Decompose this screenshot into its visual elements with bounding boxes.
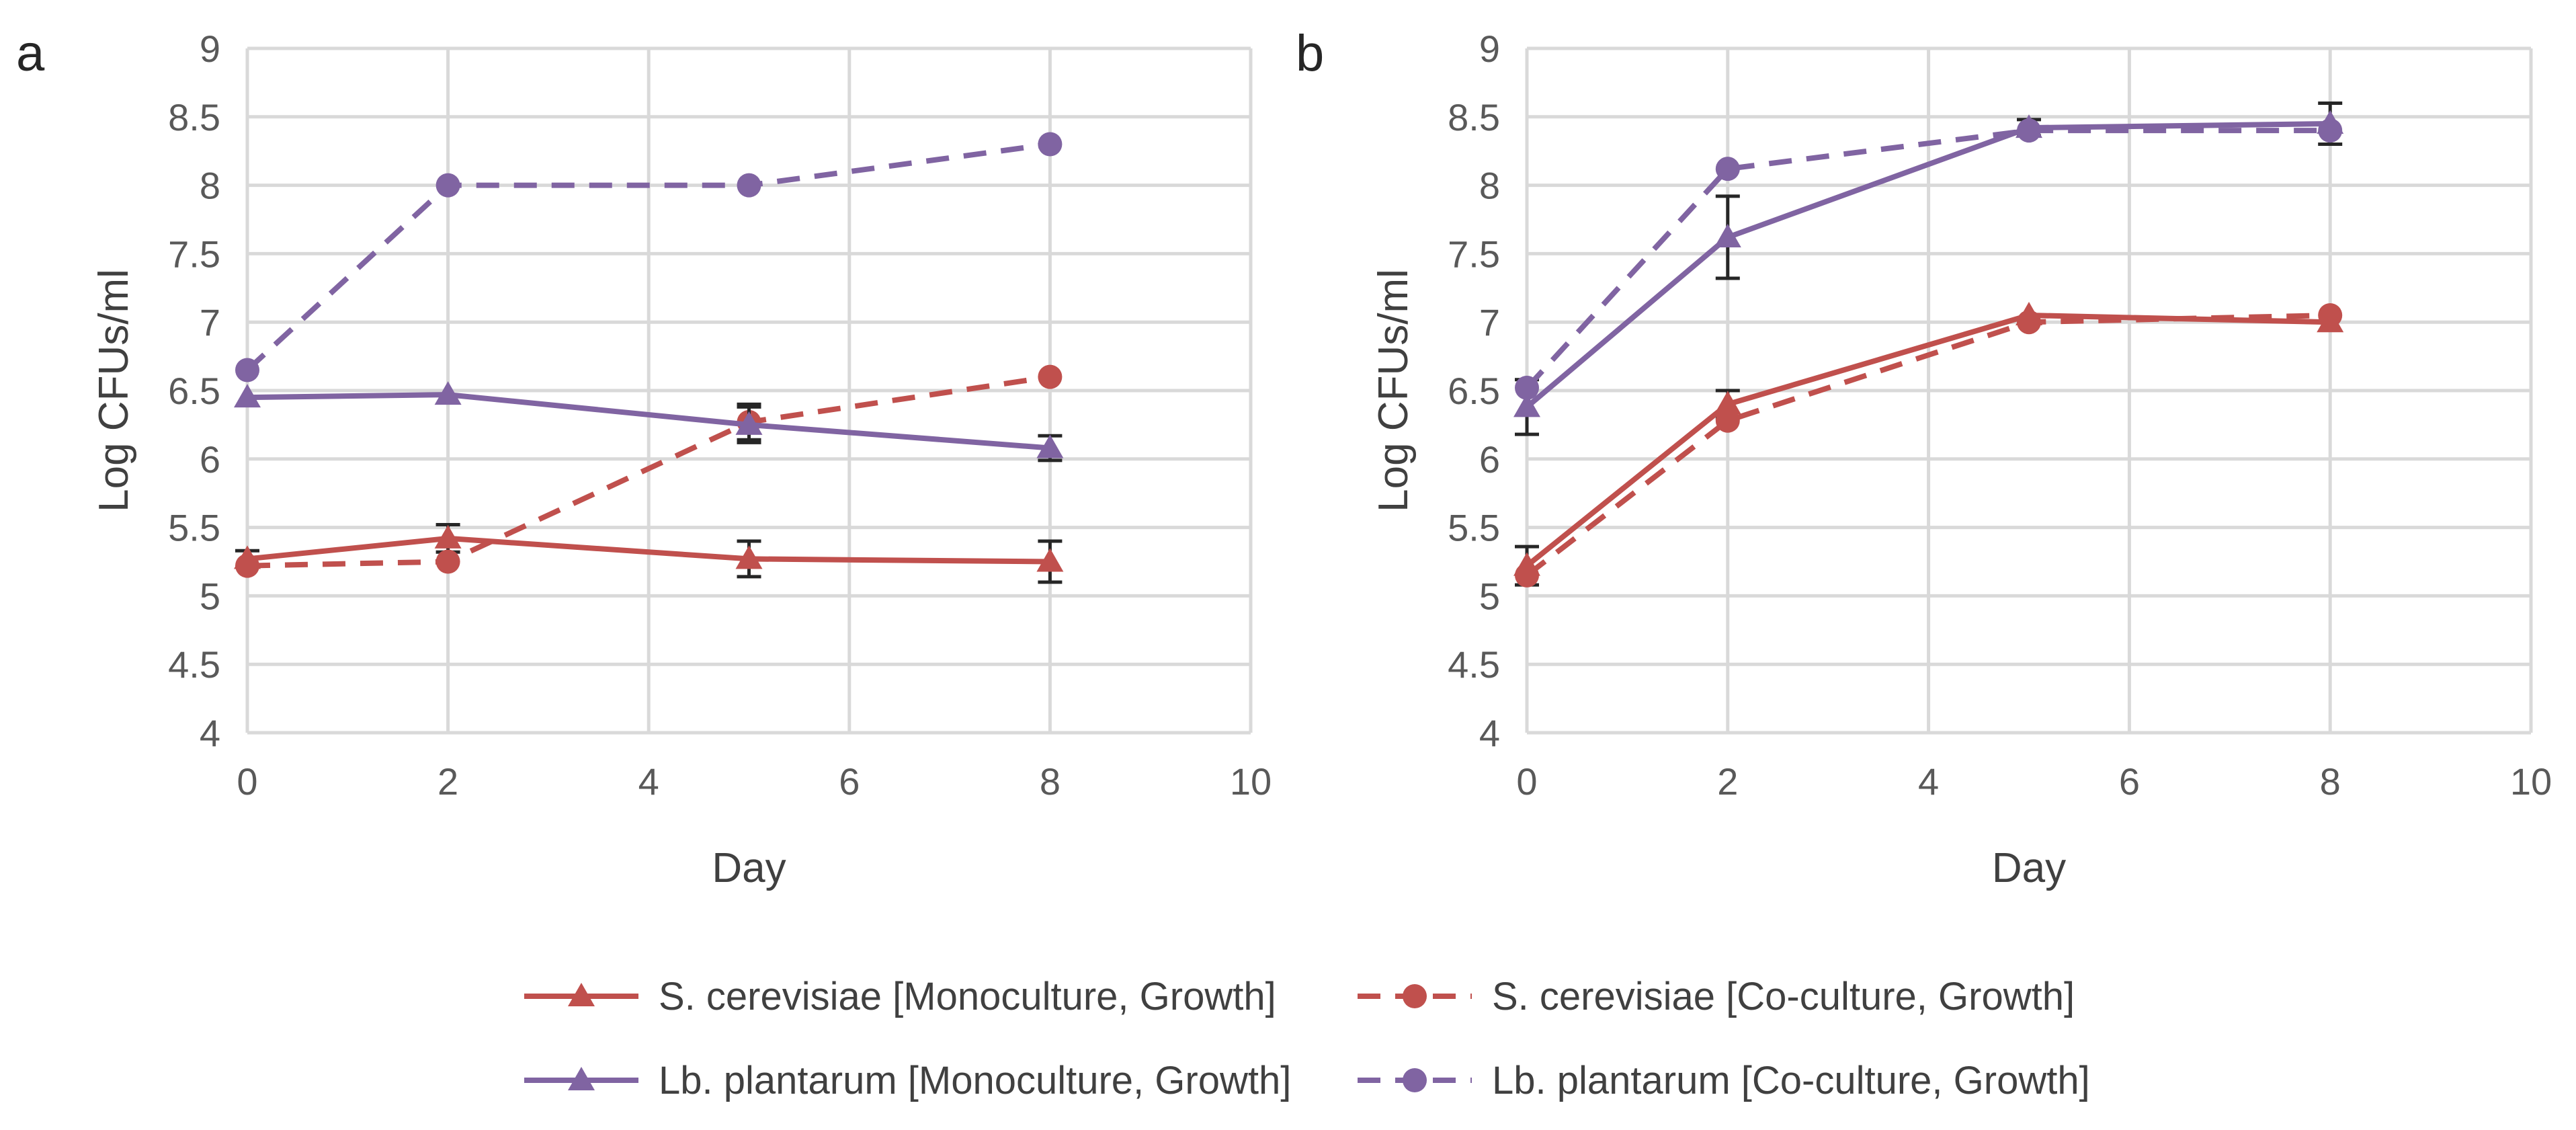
x-tick-label: 4 <box>638 760 659 803</box>
y-tick-label: 5.5 <box>168 507 220 549</box>
series-lb-plantarum-monoculture-growth <box>1513 101 2344 436</box>
x-tick-label: 8 <box>1040 760 1061 803</box>
data-point <box>2318 118 2343 143</box>
data-point <box>1513 393 1540 417</box>
x-tick-label: 10 <box>2510 760 2552 803</box>
series-line <box>1525 120 2331 409</box>
y-tick-label: 6.5 <box>1448 370 1500 412</box>
x-tick-label: 2 <box>438 760 458 803</box>
data-point <box>235 358 259 382</box>
data-point <box>1038 132 1063 157</box>
y-tick-label: 5.5 <box>1448 507 1500 549</box>
legend-marker <box>1403 984 1427 1008</box>
data-point <box>1515 563 1539 588</box>
data-point <box>737 173 761 198</box>
data-point <box>2017 310 2041 335</box>
chart-panel-b: 4 4.5 5 5.5 6 6.5 7 7.5 8 8.5 9 0 2 4 6 8 10 Day Log CFUs/… <box>1370 28 2552 891</box>
data-point <box>434 381 462 405</box>
y-tick-label: 5 <box>200 575 220 617</box>
y-tick-label: 6.5 <box>168 370 220 412</box>
data-point <box>1714 391 1741 415</box>
y-tick-label: 7 <box>1479 301 1500 344</box>
legend-item-lb-plantarum-co-culture-growth: Lb. plantarum [Co-culture, Growth] <box>1358 1059 2090 1102</box>
series-line <box>1525 313 2331 578</box>
y-tick-label: 7 <box>200 301 220 344</box>
chart-panel-a: 4 4.5 5 5.5 6 6.5 7 7.5 8 8.5 9 0 2 4 6 8 10 Day Log CFUs/… <box>91 28 1272 891</box>
y-tick-label: 5 <box>1479 575 1500 617</box>
y-tick-label: 6 <box>200 438 220 481</box>
legend: S. cerevisiae [Monoculture, Growth] S. ce… <box>524 975 2090 1102</box>
x-tick-label: 0 <box>1516 760 1537 803</box>
data-point <box>234 384 261 408</box>
legend-marker <box>568 1067 595 1090</box>
x-tick-label: 2 <box>1717 760 1738 803</box>
data-point <box>1038 364 1063 389</box>
y-tick-label: 9 <box>1479 28 1500 70</box>
legend-item-s-cerevisiae-co-culture-growth: S. cerevisiae [Co-culture, Growth] <box>1358 975 2075 1018</box>
data-point <box>1715 408 1740 433</box>
data-point <box>735 545 763 569</box>
series-line <box>247 535 1050 565</box>
y-tick-label: 8 <box>200 165 220 207</box>
data-point <box>434 524 462 549</box>
data-point <box>235 553 259 578</box>
series-lb-plantarum-monoculture-growth <box>234 381 1064 462</box>
legend-label: S. cerevisiae [Co-culture, Growth] <box>1492 975 2075 1018</box>
x-tick-label: 6 <box>839 760 860 803</box>
y-tick-label: 7.5 <box>168 233 220 275</box>
x-tick-label: 8 <box>2320 760 2341 803</box>
x-axis-title: Day <box>1992 845 2066 891</box>
panel-label-b: b <box>1296 25 1324 82</box>
y-axis-title: Log CFUs/ml <box>1370 269 1417 512</box>
data-point <box>1515 375 1539 400</box>
data-point <box>1714 223 1741 247</box>
series-line <box>247 374 1050 569</box>
y-tick-label: 9 <box>200 28 220 70</box>
legend-item-s-cerevisiae-monoculture-growth: S. cerevisiae [Monoculture, Growth] <box>524 975 1276 1018</box>
data-point <box>2017 118 2041 143</box>
series-line <box>247 392 1050 451</box>
x-tick-label: 4 <box>1918 760 1939 803</box>
data-point <box>1715 157 1740 181</box>
y-tick-label: 7.5 <box>1448 233 1500 275</box>
data-point <box>435 173 460 198</box>
legend-label: Lb. plantarum [Monoculture, Growth] <box>659 1059 1291 1102</box>
data-point <box>2318 303 2343 328</box>
y-tick-label: 4.5 <box>168 643 220 686</box>
panel-label-a: a <box>16 25 45 82</box>
y-tick-label: 4 <box>200 712 220 754</box>
x-tick-label: 10 <box>1230 760 1272 803</box>
series-lb-plantarum-co-culture-growth <box>235 132 1063 382</box>
data-point <box>1036 548 1064 572</box>
series-line <box>245 141 1050 372</box>
y-tick-label: 8.5 <box>168 96 220 138</box>
x-tick-label: 6 <box>2119 760 2140 803</box>
y-tick-label: 8 <box>1479 165 1500 207</box>
legend-marker <box>1403 1068 1427 1092</box>
data-point <box>435 549 460 574</box>
y-tick-label: 8.5 <box>1448 96 1500 138</box>
y-tick-label: 6 <box>1479 438 1500 481</box>
series-lb-plantarum-co-culture-growth <box>1515 118 2343 400</box>
x-tick-label: 0 <box>237 760 257 803</box>
legend-marker <box>568 983 595 1006</box>
legend-label: S. cerevisiae [Monoculture, Growth] <box>659 975 1276 1018</box>
legend-item-lb-plantarum-monoculture-growth: Lb. plantarum [Monoculture, Growth] <box>524 1059 1291 1102</box>
series-s-cerevisiae-co-culture-growth <box>1515 303 2343 588</box>
data-point <box>735 411 763 435</box>
legend-label: Lb. plantarum [Co-culture, Growth] <box>1492 1059 2090 1102</box>
y-axis-title: Log CFUs/ml <box>91 269 137 512</box>
y-tick-label: 4.5 <box>1448 643 1500 686</box>
data-point <box>1036 434 1064 458</box>
y-tick-label: 4 <box>1479 712 1500 754</box>
x-axis-title: Day <box>712 845 786 891</box>
